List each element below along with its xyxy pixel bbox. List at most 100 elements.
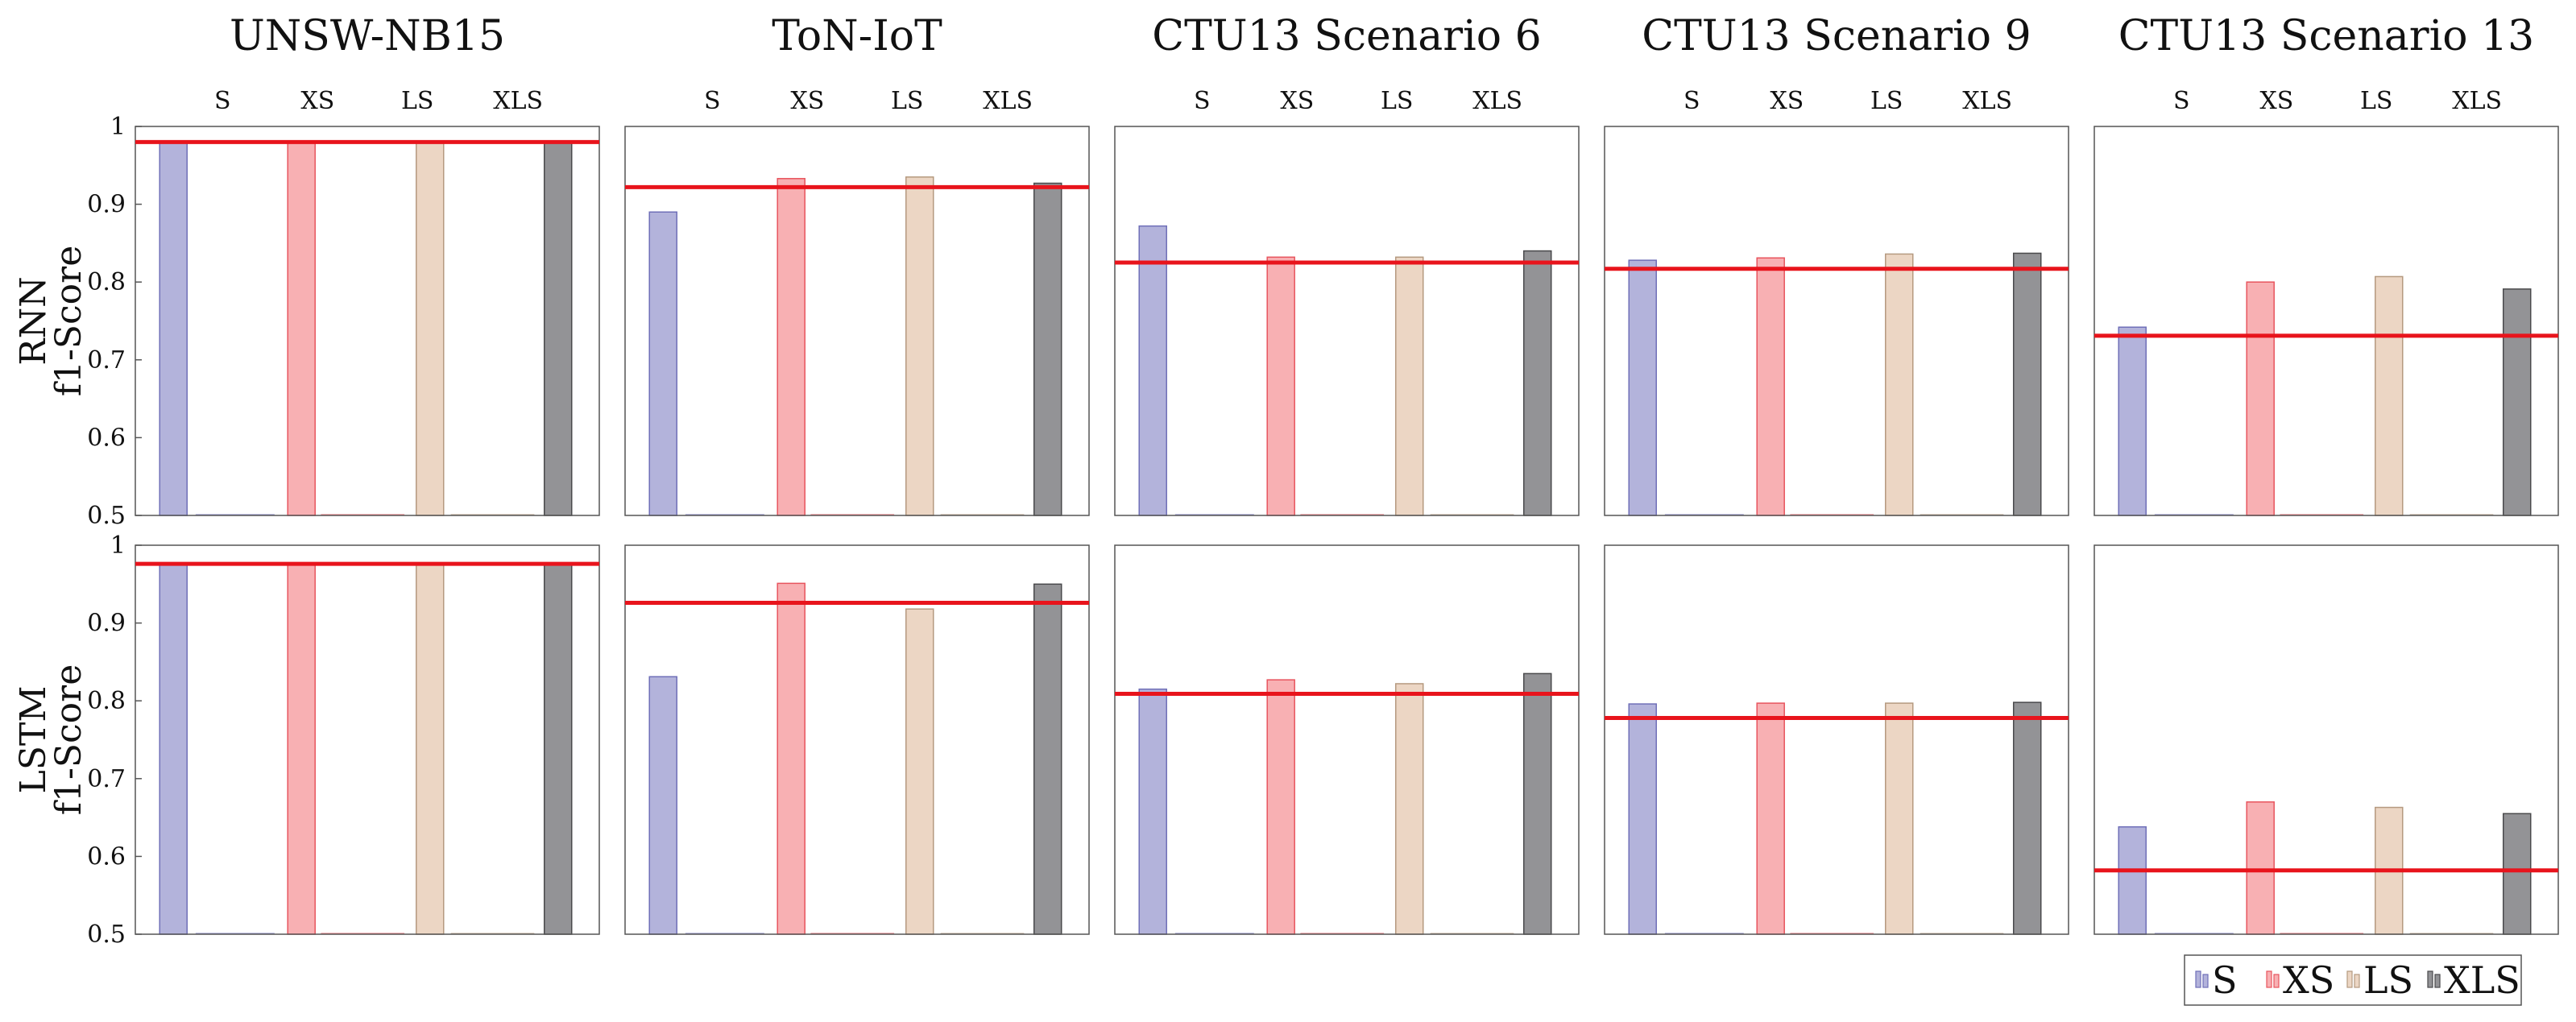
ytick-label-0-1: 0.6: [87, 424, 126, 452]
legend-label-LS: LS: [2363, 958, 2413, 1002]
row-label-line2-1: f1-Score: [48, 664, 89, 816]
panel-0-2: [1114, 126, 1580, 516]
top-tick-label-3-LS: LS: [1870, 87, 1903, 115]
legend-label-XLS: XLS: [2444, 958, 2520, 1002]
panel-0-4: [2094, 126, 2559, 516]
panels: 0.50.60.70.80.910.50.60.70.80.91: [87, 113, 2559, 949]
bar-1-3-XLS: [2012, 701, 2042, 935]
top-tick-label-4-XLS: XLS: [2452, 87, 2502, 115]
legend-swatch-a-S: [2195, 970, 2201, 988]
top-tick-label-1-XLS: XLS: [983, 87, 1033, 115]
top-tick-label-4-LS: LS: [2360, 87, 2392, 115]
bar-1-1-S: [648, 676, 677, 935]
top-tick-label-3-XLS: XLS: [1962, 87, 2012, 115]
top-tick-label-4-S: S: [2173, 87, 2190, 115]
bar-1-3-S: [1628, 703, 1657, 935]
column-title-2: CTU13 Scenario 6: [1152, 12, 1541, 60]
top-tick-label-0-XS: XS: [300, 87, 334, 115]
legend-swatch-b-XS: [2273, 974, 2280, 988]
top-tick-label-1-S: S: [704, 87, 721, 115]
bar-1-3-XS: [1756, 702, 1785, 935]
panel-frame-1-0: [135, 544, 600, 935]
ytick-label-1-1: 0.6: [87, 842, 126, 871]
row-label-line2-0: f1-Score: [48, 246, 89, 397]
bar-0-1-XLS: [1033, 182, 1062, 516]
legend-swatch-b-LS: [2354, 974, 2360, 988]
row-label-line1-0: RNN: [13, 276, 54, 365]
bar-1-1-XLS: [1033, 583, 1062, 935]
bar-0-4-XS: [2246, 281, 2275, 516]
legend-swatch-b-XLS: [2434, 974, 2441, 988]
ytick-label-0-2: 0.7: [87, 346, 126, 374]
top-tick-label-1-XS: XS: [790, 87, 824, 115]
bar-0-1-XS: [777, 177, 806, 516]
bar-1-0-S: [159, 564, 188, 935]
bar-1-0-LS: [416, 564, 445, 935]
legend-label-XS: XS: [2283, 958, 2334, 1002]
column-title-4: CTU13 Scenario 13: [2118, 12, 2535, 60]
bar-1-4-XLS: [2502, 813, 2532, 935]
ytick-label-1-3: 0.8: [87, 687, 126, 715]
bar-0-3-S: [1628, 259, 1657, 516]
row-label-line1-1: LSTM: [13, 686, 54, 794]
panel-1-4: [2094, 544, 2559, 935]
panel-1-0: 0.5 0.6 0.7 0.8 0.9 1: [87, 532, 600, 949]
top-tick-label-2-XS: XS: [1280, 87, 1314, 115]
panel-1-1: [624, 544, 1090, 935]
bar-0-2-XS: [1266, 256, 1295, 516]
column-titles: UNSW-NB15 ToN-IoT CTU13 Scenario 6 CTU13 Sc…: [214, 12, 2534, 115]
top-tick-label-0-S: S: [214, 87, 231, 115]
bar-1-2-S: [1138, 688, 1167, 935]
top-tick-label-0-LS: LS: [401, 87, 433, 115]
ytick-label-1-5: 1: [110, 532, 126, 560]
legend: S XS LS XLS: [2184, 954, 2522, 1006]
legend-box: [2184, 954, 2522, 1006]
bar-1-1-LS: [905, 608, 934, 935]
bar-0-0-XLS: [543, 141, 573, 516]
panel-frame-0-2: [1114, 126, 1580, 516]
bar-0-1-S: [648, 211, 677, 516]
ytick-label-1-4: 0.9: [87, 610, 126, 638]
panel-frame-0-1: [624, 126, 1090, 516]
panel-frame-0-3: [1604, 126, 2069, 516]
bar-0-1-LS: [905, 176, 934, 516]
top-tick-label-2-XLS: XLS: [1472, 87, 1522, 115]
legend-label-S: S: [2212, 958, 2238, 1002]
bar-0-4-XLS: [2502, 288, 2532, 516]
ytick-label-0-5: 1: [110, 113, 126, 141]
bar-0-3-LS: [1885, 253, 1914, 516]
bar-1-4-XS: [2246, 801, 2275, 935]
bar-1-2-LS: [1395, 683, 1424, 935]
bar-1-1-XS: [777, 582, 806, 935]
bar-1-4-S: [2118, 825, 2147, 935]
legend-swatch-a-LS: [2346, 970, 2353, 988]
bar-0-2-S: [1138, 225, 1167, 516]
bar-0-0-LS: [416, 141, 445, 516]
bar-0-4-LS: [2375, 275, 2404, 516]
top-tick-label-2-S: S: [1194, 87, 1211, 115]
ytick-label-0-3: 0.8: [87, 268, 126, 296]
bar-0-2-LS: [1395, 256, 1424, 516]
panel-frame-1-1: [624, 544, 1090, 935]
top-tick-label-3-S: S: [1684, 87, 1700, 115]
panel-frame-1-2: [1114, 544, 1580, 935]
ytick-label-1-0: 0.5: [87, 921, 126, 949]
top-tick-label-2-LS: LS: [1381, 87, 1413, 115]
bar-1-0-XLS: [543, 564, 573, 935]
ytick-label-0-0: 0.5: [87, 502, 126, 530]
bar-0-2-XLS: [1522, 250, 1552, 516]
panel-frame-0-4: [2094, 126, 2559, 516]
panel-0-3: [1604, 126, 2069, 516]
ytick-label-0-4: 0.9: [87, 191, 126, 219]
top-tick-label-0-XLS: XLS: [493, 87, 543, 115]
bar-0-4-S: [2118, 326, 2147, 516]
bar-1-0-XS: [287, 564, 316, 935]
panel-frame-1-4: [2094, 544, 2559, 935]
bar-0-0-S: [159, 141, 188, 516]
panel-1-2: [1114, 544, 1580, 935]
panel-frame-0-0: [135, 126, 600, 516]
